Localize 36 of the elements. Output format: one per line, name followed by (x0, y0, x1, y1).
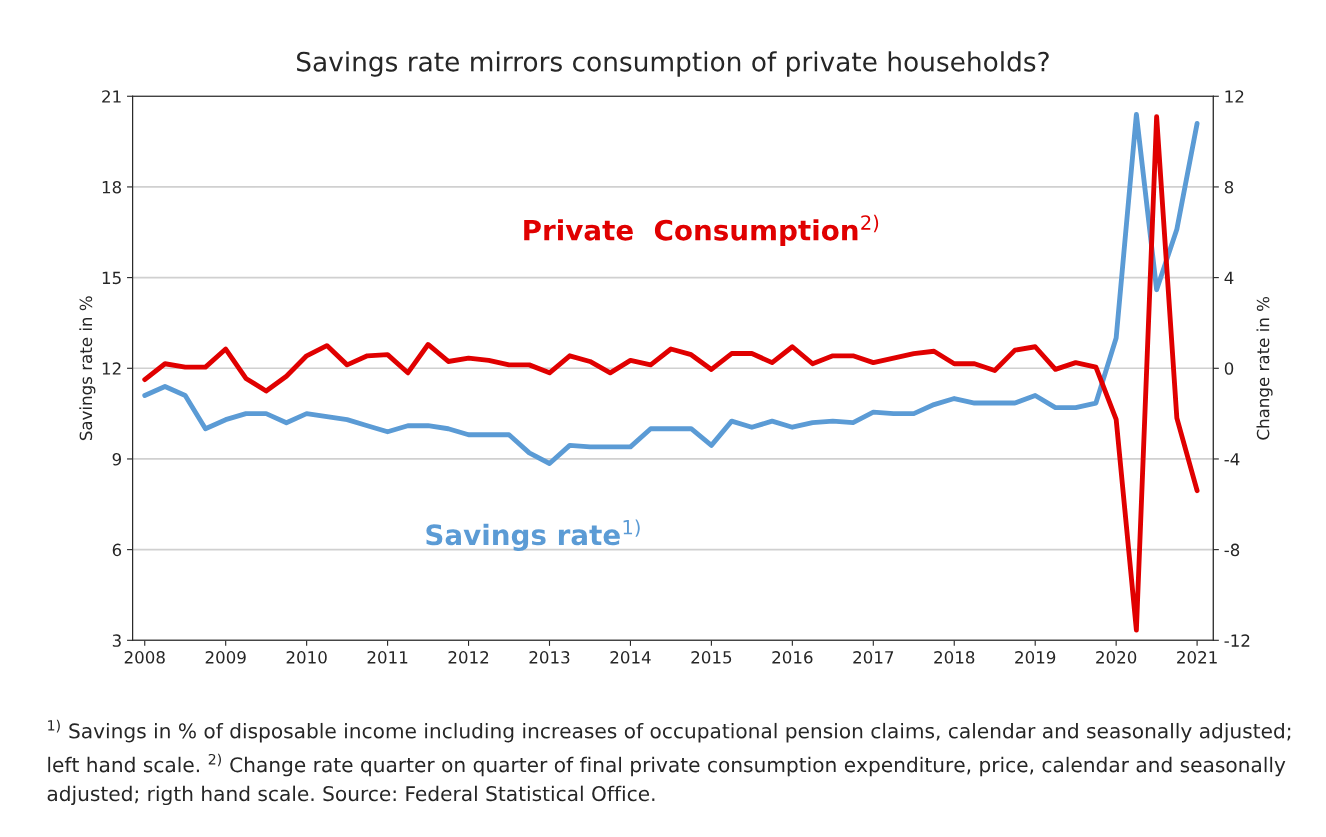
line-series (142, 114, 1200, 633)
x-tick-label: 2011 (367, 651, 408, 664)
y-tick-label: 9 (112, 452, 122, 466)
y2-tick-label: -12 (1224, 634, 1250, 647)
text: Savings rate$^{1)}$ (426, 519, 640, 551)
text: $^{1)}$ Savings in % of disposable income including increases of occupational pension claims, calendar and seasonally adjusted; left hand scale. $^{2)}$ Change rate quarter on quarter of final private consumption expenditure, price, calendar and seasonally adjusted; rigth hand scale. Source: Federal Statistical Office. (47, 719, 1291, 806)
y-tick-label: 18 (102, 180, 122, 194)
y2-tick-label: 4 (1224, 271, 1234, 284)
x-tick-label: 2017 (853, 651, 894, 664)
y2-tick-label: 12 (1225, 90, 1244, 103)
x-tick-label: 2010 (286, 651, 327, 664)
x-tick-label: 2008 (124, 651, 165, 664)
y2-tick-label: -4 (1224, 453, 1240, 466)
y-tick-label: 3 (112, 634, 121, 647)
y2-tick-label: 0 (1224, 362, 1234, 375)
x-tick-label: 2016 (772, 651, 813, 664)
x-tick-label: 2020 (1096, 651, 1137, 664)
y-tick-label: 15 (102, 271, 121, 285)
x-tick-label: 2013 (529, 651, 570, 664)
x-tick-label: 2015 (691, 651, 732, 664)
x-tick-label: 2009 (205, 651, 246, 664)
x-tick-label: 2019 (1015, 651, 1056, 664)
line-series (142, 111, 1200, 466)
y2-tick-label: 8 (1224, 180, 1234, 194)
x-tick-label: 2021 (1177, 651, 1217, 664)
y2-axis-title: Change rate in % (1256, 296, 1273, 440)
y-tick-label: 21 (102, 90, 121, 103)
y-tick-label: 12 (102, 362, 121, 375)
chart-title: Savings rate mirrors consumption of private households? (297, 51, 1049, 77)
x-tick-label: 2014 (610, 651, 651, 664)
y-axis-title: Savings rate in % (79, 296, 96, 441)
y2-tick-label: -8 (1224, 543, 1240, 557)
y-tick-label: 6 (112, 543, 122, 557)
x-tick-label: 2012 (448, 651, 489, 664)
text: Private Consumption$^{2)}$ (524, 214, 879, 247)
x-tick-label: 2018 (934, 651, 975, 664)
